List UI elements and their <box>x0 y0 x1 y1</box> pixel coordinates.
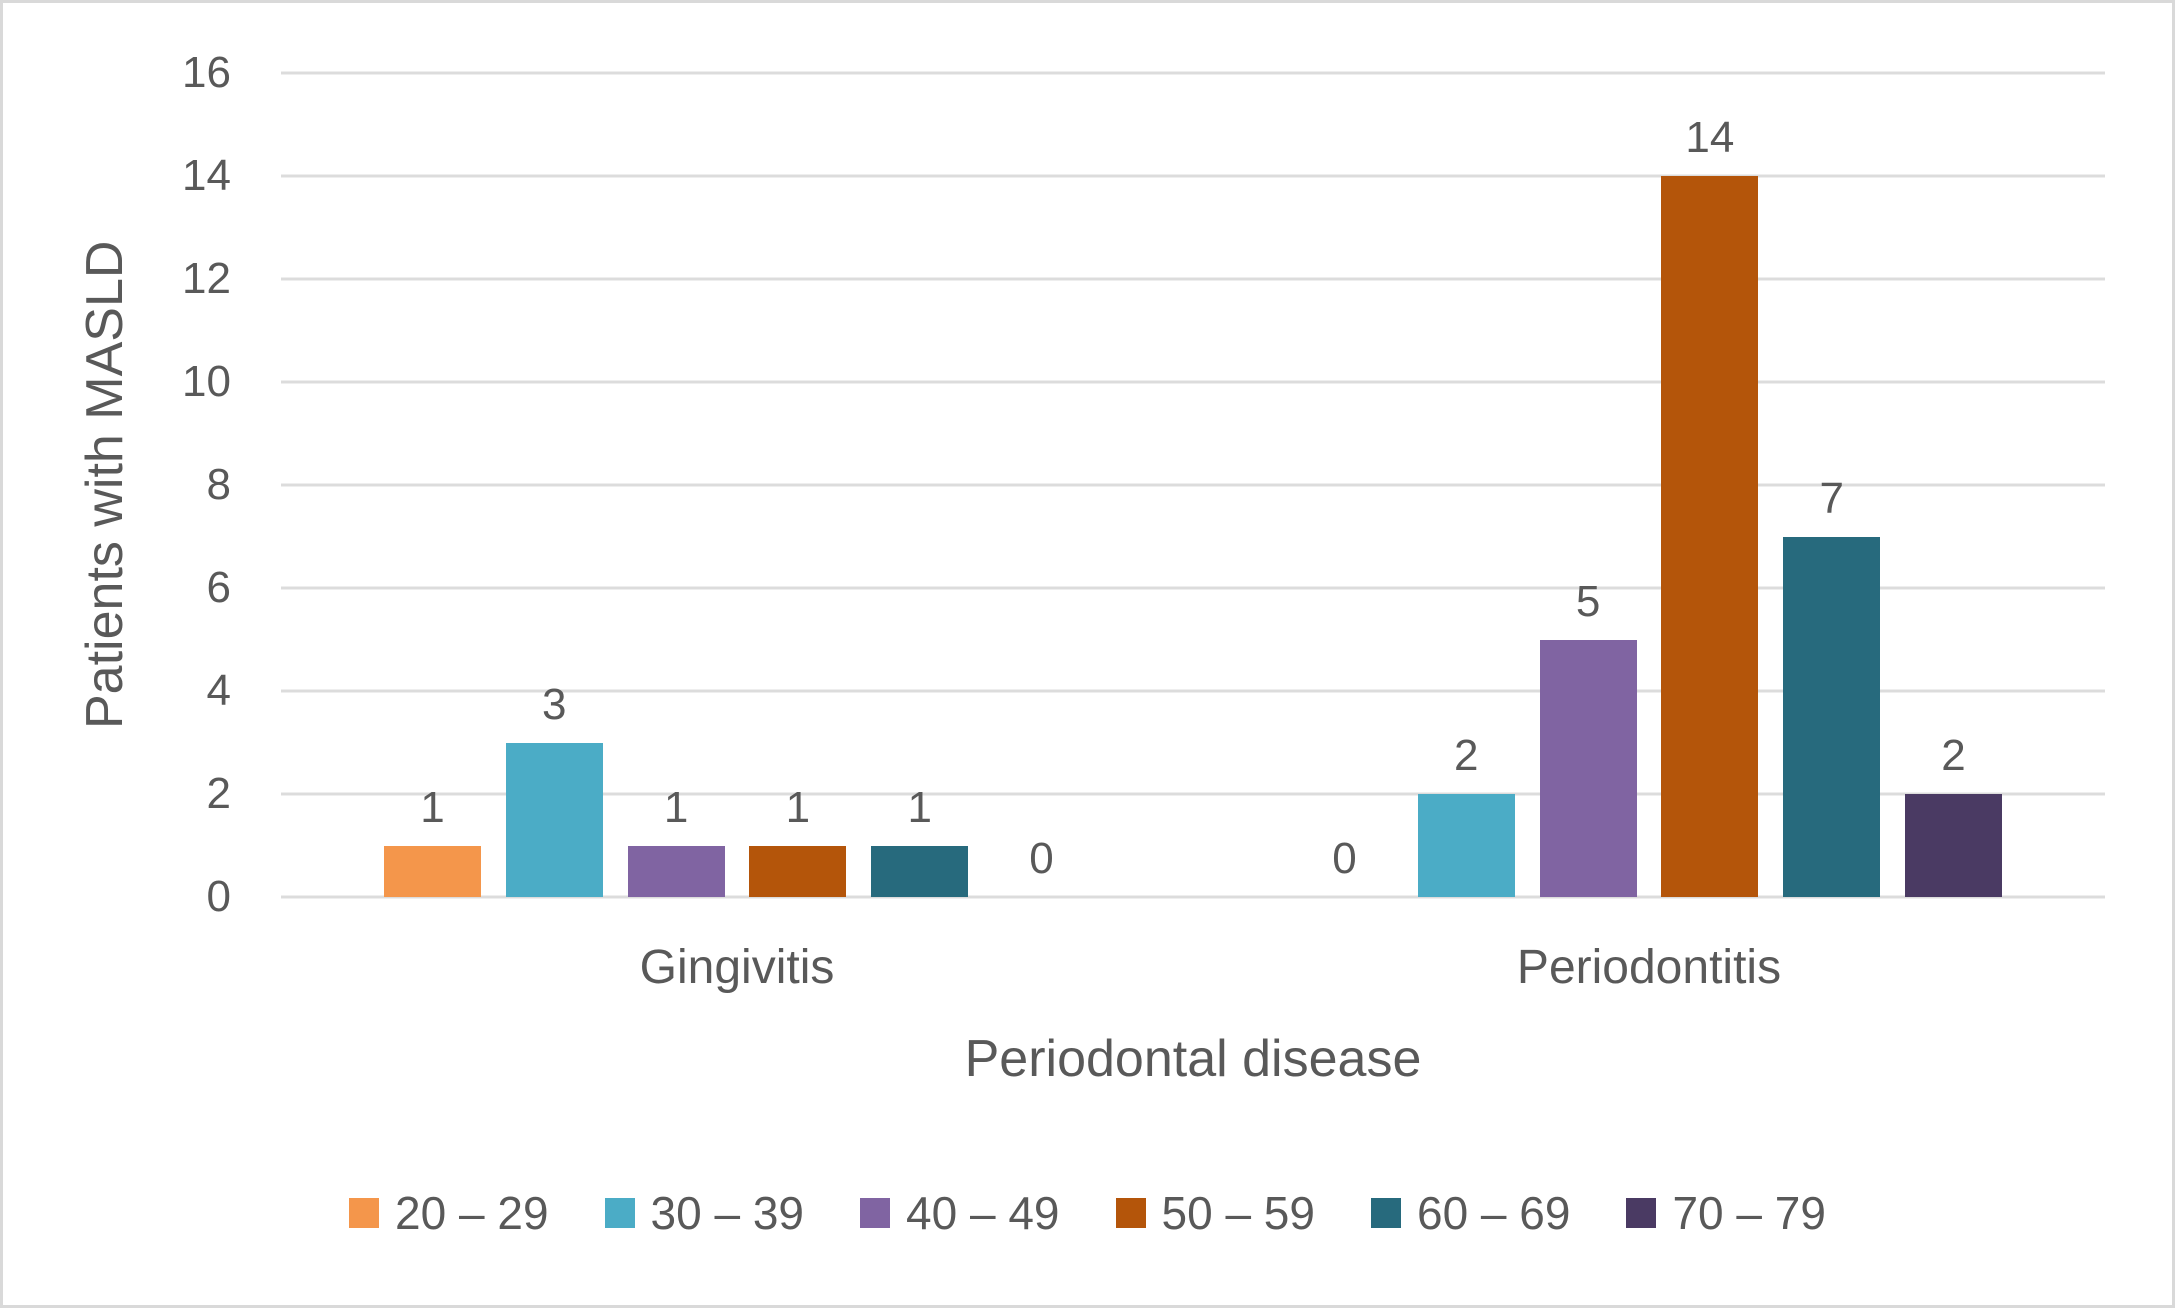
legend-label: 30 – 39 <box>650 1187 805 1239</box>
bar-gingivitis-3039 <box>505 742 603 897</box>
bar-slot-gingivitis-3039: 3 <box>505 73 603 897</box>
bar-gingivitis-4049 <box>627 845 725 897</box>
value-label-periodontitis-4049: 5 <box>1575 576 1601 626</box>
y-tick-label-8: 8 <box>206 460 231 509</box>
legend-item-5059: 50 – 59 <box>1115 1187 1315 1239</box>
y-tick-label-12: 12 <box>182 254 231 303</box>
legend-label: 40 – 49 <box>906 1187 1060 1239</box>
x-axis-category-labels: Gingivitis Periodontitis <box>281 939 2105 997</box>
value-label-gingivitis-3039: 3 <box>542 679 567 729</box>
y-tick-label-0: 0 <box>206 872 231 921</box>
legend-item-7079: 70 – 79 <box>1626 1187 1826 1239</box>
bar-periodontitis-7079 <box>1904 794 2002 897</box>
value-label-gingivitis-6069: 1 <box>907 782 932 832</box>
category-label-periodontitis: Periodontitis <box>1516 941 1782 994</box>
bar-periodontitis-4049 <box>1539 639 1637 897</box>
value-label-periodontitis-3039: 2 <box>1454 731 1479 780</box>
legend-swatch-icon <box>1626 1198 1657 1228</box>
bar-slot-periodontitis-2029: 0 <box>1296 73 1393 897</box>
bar-gingivitis-6069 <box>871 845 969 897</box>
legend: 20 – 29 30 – 39 40 – 49 50 – 59 60 – 69 70 – … <box>3 1187 2172 1239</box>
legend-swatch-icon <box>860 1198 891 1228</box>
y-tick-label-4: 4 <box>206 666 231 715</box>
gridline-y-14 <box>281 174 2105 178</box>
bar-group-periodontitis: 0 2 5 14 7 2 <box>1193 73 2105 897</box>
y-tick-label-2: 2 <box>206 769 231 818</box>
legend-item-2029: 20 – 29 <box>349 1187 549 1239</box>
bar-slot-gingivitis-6069: 1 <box>871 73 969 897</box>
bar-periodontitis-6069 <box>1783 536 1881 897</box>
bar-slot-gingivitis-4049: 1 <box>627 73 725 897</box>
value-label-periodontitis-2029: 0 <box>1332 834 1357 883</box>
y-axis-tick-labels: 0 2 4 6 8 10 12 14 16 <box>3 51 231 919</box>
gridline-y-16 <box>281 71 2105 75</box>
gridline-y-10 <box>281 380 2105 384</box>
y-tick-label-6: 6 <box>206 563 231 612</box>
bar-gingivitis-5059 <box>749 845 847 897</box>
bar-slot-periodontitis-7079: 2 <box>1904 73 2002 897</box>
legend-label: 20 – 29 <box>395 1187 549 1239</box>
x-axis-title: Periodontal disease <box>964 1030 1422 1088</box>
category-label-gingivitis: Gingivitis <box>639 941 835 994</box>
gridline-y-0 <box>281 895 2105 899</box>
bar-periodontitis-3039 <box>1417 794 1515 897</box>
bar-group-gingivitis: 1 3 1 1 1 0 <box>281 73 1193 897</box>
bar-slot-periodontitis-5059: 14 <box>1661 73 1759 897</box>
legend-label: 50 – 59 <box>1161 1187 1315 1239</box>
legend-swatch-icon <box>349 1198 380 1228</box>
value-label-gingivitis-5059: 1 <box>785 782 811 832</box>
legend-item-3039: 30 – 39 <box>604 1187 805 1239</box>
bar-slot-gingivitis-7079: 0 <box>993 73 1090 897</box>
gridline-y-6 <box>281 586 2105 590</box>
gridline-y-12 <box>281 277 2105 281</box>
legend-label: 60 – 69 <box>1416 1187 1571 1239</box>
gridline-y-2 <box>281 792 2105 796</box>
value-label-gingivitis-2029: 1 <box>420 782 445 832</box>
value-label-periodontitis-6069: 7 <box>1819 473 1844 523</box>
legend-swatch-icon <box>1370 1198 1401 1228</box>
y-tick-label-14: 14 <box>182 151 231 200</box>
legend-swatch-icon <box>604 1198 635 1228</box>
gridline-y-8 <box>281 483 2105 487</box>
bar-slot-gingivitis-5059: 1 <box>749 73 847 897</box>
bar-periodontitis-5059 <box>1661 176 1759 897</box>
legend-item-4049: 40 – 49 <box>860 1187 1060 1239</box>
bar-slot-periodontitis-4049: 5 <box>1539 73 1637 897</box>
value-label-gingivitis-7079: 0 <box>1029 834 1054 883</box>
y-tick-label-16: 16 <box>182 48 231 97</box>
bar-gingivitis-2029 <box>384 845 481 897</box>
value-label-periodontitis-7079: 2 <box>1941 731 1966 780</box>
legend-label: 70 – 79 <box>1672 1187 1826 1239</box>
bar-slot-periodontitis-6069: 7 <box>1783 73 1881 897</box>
y-tick-label-10: 10 <box>182 357 231 406</box>
plot-area: 1 3 1 1 1 0 0 2 5 14 7 2 <box>281 71 2105 899</box>
value-label-periodontitis-5059: 14 <box>1685 113 1735 162</box>
bar-slot-periodontitis-3039: 2 <box>1417 73 1515 897</box>
gridline-y-4 <box>281 689 2105 693</box>
legend-item-6069: 60 – 69 <box>1370 1187 1571 1239</box>
value-label-gingivitis-4049: 1 <box>663 782 689 832</box>
legend-swatch-icon <box>1115 1198 1146 1228</box>
bar-slot-gingivitis-2029: 1 <box>384 73 481 897</box>
